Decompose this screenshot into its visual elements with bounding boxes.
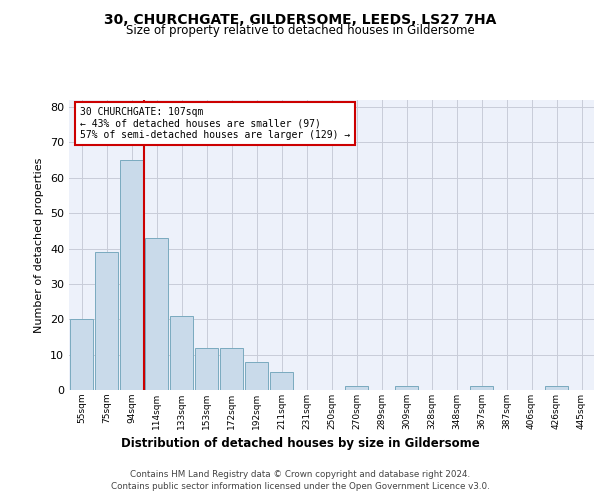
Bar [170, 316, 193, 390]
Bar [119, 160, 143, 390]
Text: Contains public sector information licensed under the Open Government Licence v3: Contains public sector information licen… [110, 482, 490, 491]
Bar [395, 386, 418, 390]
Text: Distribution of detached houses by size in Gildersome: Distribution of detached houses by size … [121, 438, 479, 450]
Bar [269, 372, 293, 390]
Bar [344, 386, 368, 390]
Bar [145, 238, 169, 390]
Bar [95, 252, 118, 390]
Bar [194, 348, 218, 390]
Y-axis label: Number of detached properties: Number of detached properties [34, 158, 44, 332]
Bar [70, 320, 94, 390]
Text: 30, CHURCHGATE, GILDERSOME, LEEDS, LS27 7HA: 30, CHURCHGATE, GILDERSOME, LEEDS, LS27 … [104, 12, 496, 26]
Bar [220, 348, 244, 390]
Text: Size of property relative to detached houses in Gildersome: Size of property relative to detached ho… [125, 24, 475, 37]
Bar [545, 386, 568, 390]
Text: 30 CHURCHGATE: 107sqm
← 43% of detached houses are smaller (97)
57% of semi-deta: 30 CHURCHGATE: 107sqm ← 43% of detached … [79, 108, 350, 140]
Bar [470, 386, 493, 390]
Bar [245, 362, 268, 390]
Text: Contains HM Land Registry data © Crown copyright and database right 2024.: Contains HM Land Registry data © Crown c… [130, 470, 470, 479]
